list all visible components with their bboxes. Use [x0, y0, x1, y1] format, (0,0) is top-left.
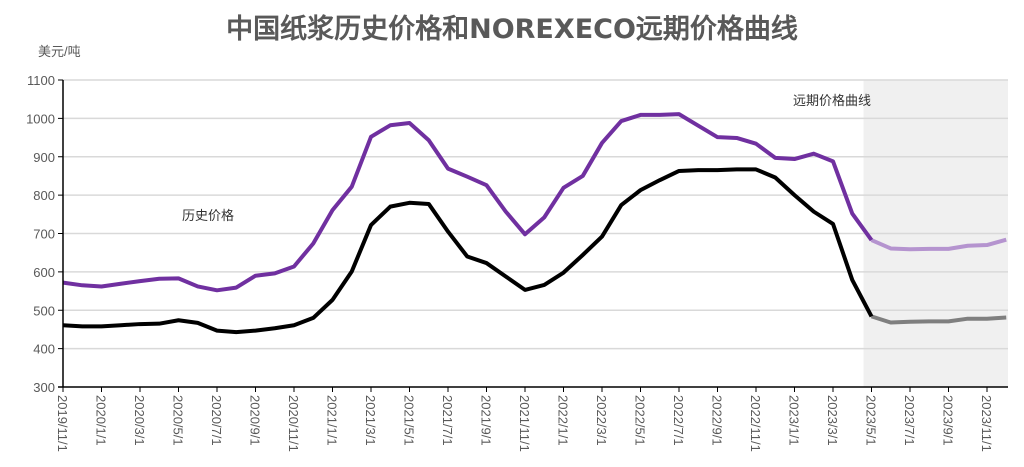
- y-axis-label: 美元/吨: [38, 44, 81, 59]
- x-tick-label: 2020/3/1: [132, 395, 147, 446]
- x-tick-label: 2022/3/1: [594, 395, 609, 446]
- y-tick-label: 600: [33, 265, 55, 280]
- x-tick-label: 2022/5/1: [633, 395, 648, 446]
- chart-title: 中国纸浆历史价格和NOREXECO远期价格曲线: [226, 13, 798, 45]
- y-tick-label: 800: [33, 188, 55, 203]
- purple-series-history-line: [62, 112, 874, 293]
- x-tick-label: 2022/11/1: [748, 395, 763, 452]
- x-tick-label: 2021/5/1: [402, 395, 417, 446]
- x-tick-label: 2021/7/1: [440, 395, 455, 446]
- x-tick-label: 2023/3/1: [825, 395, 840, 446]
- x-tick-label: 2023/1/1: [787, 395, 802, 446]
- x-tick-label: 2020/1/1: [94, 395, 109, 446]
- x-tick-label: 2021/11/1: [517, 395, 532, 452]
- x-tick-label: 2023/9/1: [941, 395, 956, 446]
- purple-series-forecast-line: [870, 237, 1007, 252]
- y-tick-label: 500: [33, 303, 55, 318]
- x-tick-label: 2022/9/1: [710, 395, 725, 446]
- y-tick-label: 1100: [27, 73, 55, 88]
- forecast-annotation: 远期价格曲线: [793, 93, 871, 109]
- x-tick-label: 2020/11/1: [286, 395, 301, 452]
- x-tick-label: 2022/7/1: [671, 395, 686, 446]
- black-series-forecast-line: [870, 314, 1007, 325]
- x-tick-label: 2021/9/1: [479, 395, 494, 446]
- x-tick-label: 2019/11/1: [55, 395, 70, 452]
- y-tick-label: 900: [33, 150, 55, 165]
- x-tick-label: 2020/9/1: [248, 395, 263, 446]
- x-tick-label: 2023/11/1: [979, 395, 994, 452]
- x-tick-label: 2023/7/1: [902, 395, 917, 446]
- series-lines: [62, 112, 1007, 335]
- x-tick-label: 2021/3/1: [363, 395, 378, 446]
- y-tick-label: 700: [33, 227, 55, 242]
- y-tick-label: 400: [33, 342, 55, 357]
- x-tick-label: 2022/1/1: [556, 395, 571, 446]
- black-series-history-line: [62, 167, 874, 335]
- x-tick-label: 2023/5/1: [864, 395, 879, 446]
- gridlines: [63, 79, 1008, 350]
- x-tick-label: 2021/1/1: [325, 395, 340, 446]
- x-tick-label: 2020/7/1: [209, 395, 224, 446]
- x-axis-ticks: 2019/11/1 2020/1/1 2020/3/1 2020/5/1 2020/7/…: [55, 387, 994, 452]
- y-tick-label: 1000: [26, 111, 55, 126]
- y-axis-ticks: 300 400 500 600 700 800 900 1000 1100: [26, 73, 63, 395]
- history-annotation: 历史价格: [182, 208, 234, 224]
- y-tick-label: 300: [33, 380, 55, 395]
- x-tick-label: 2020/5/1: [171, 395, 186, 446]
